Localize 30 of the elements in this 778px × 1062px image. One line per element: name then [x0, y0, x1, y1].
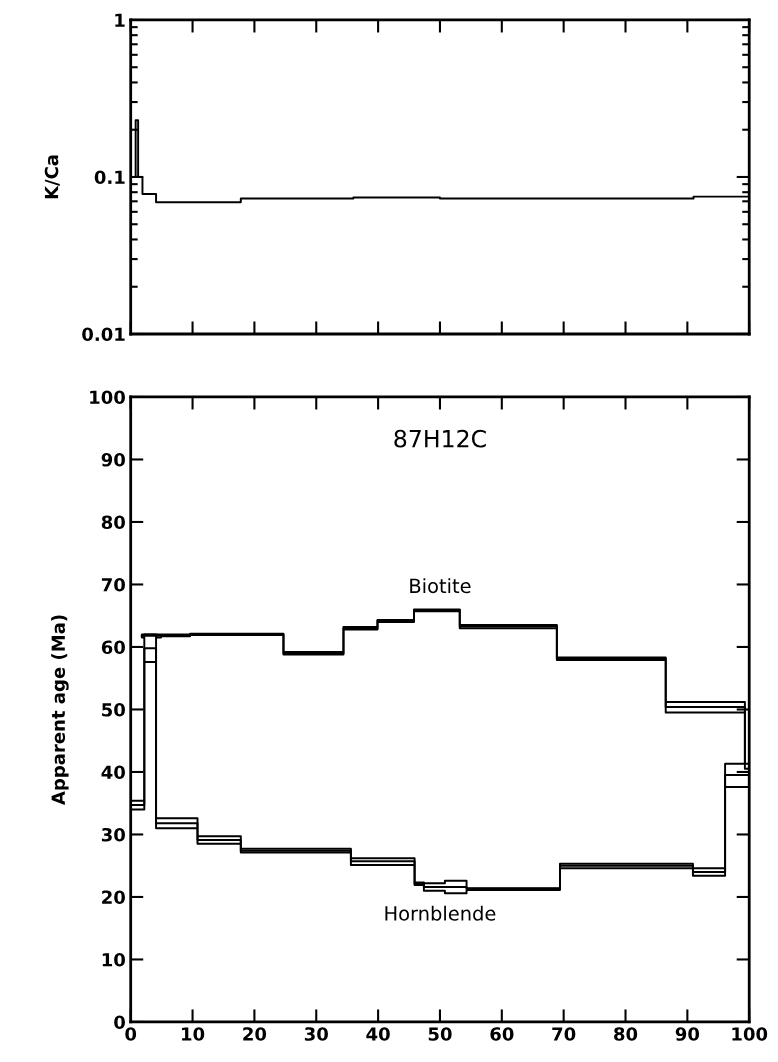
- series-label: Biotite: [410, 578, 471, 594]
- y-tick-label: 40: [101, 765, 125, 780]
- x-tick-label: 60: [490, 1027, 514, 1041]
- y-tick-label: 100: [90, 390, 125, 405]
- y-tick-label: 10: [102, 952, 125, 967]
- y-tick-label: 90: [101, 452, 125, 467]
- y-tick-label: 70: [101, 577, 125, 592]
- x-tick-label: 100: [732, 1027, 768, 1041]
- y-tick-label: 0.1: [94, 170, 125, 185]
- x-tick-label: 90: [675, 1027, 700, 1041]
- annotation: 87H12C: [394, 429, 486, 448]
- y-tick-label: 60: [101, 640, 125, 655]
- y-tick-label: 0: [114, 1015, 125, 1030]
- x-tick-label: 70: [552, 1027, 576, 1041]
- x-tick-label: 40: [366, 1027, 390, 1041]
- y-tick-label: 1: [115, 13, 125, 27]
- y-tick-label: 80: [101, 515, 125, 530]
- series-label: Hornblende: [385, 905, 496, 921]
- y-axis-title: Apparent age (Ma): [51, 615, 69, 805]
- y-tick-label: 20: [102, 890, 125, 905]
- y-tick-label: 30: [101, 827, 125, 842]
- x-tick-label: 20: [243, 1027, 267, 1041]
- x-tick-label: 80: [614, 1027, 638, 1041]
- x-tick-label: 30: [304, 1027, 328, 1041]
- x-tick-label: 0: [125, 1027, 137, 1041]
- y-tick-label: 0.01: [82, 327, 125, 342]
- x-tick-label: 50: [428, 1027, 452, 1041]
- y-axis-title: K/Ca: [44, 155, 60, 199]
- y-tick-label: 50: [102, 702, 125, 717]
- x-tick-label: 10: [182, 1027, 205, 1041]
